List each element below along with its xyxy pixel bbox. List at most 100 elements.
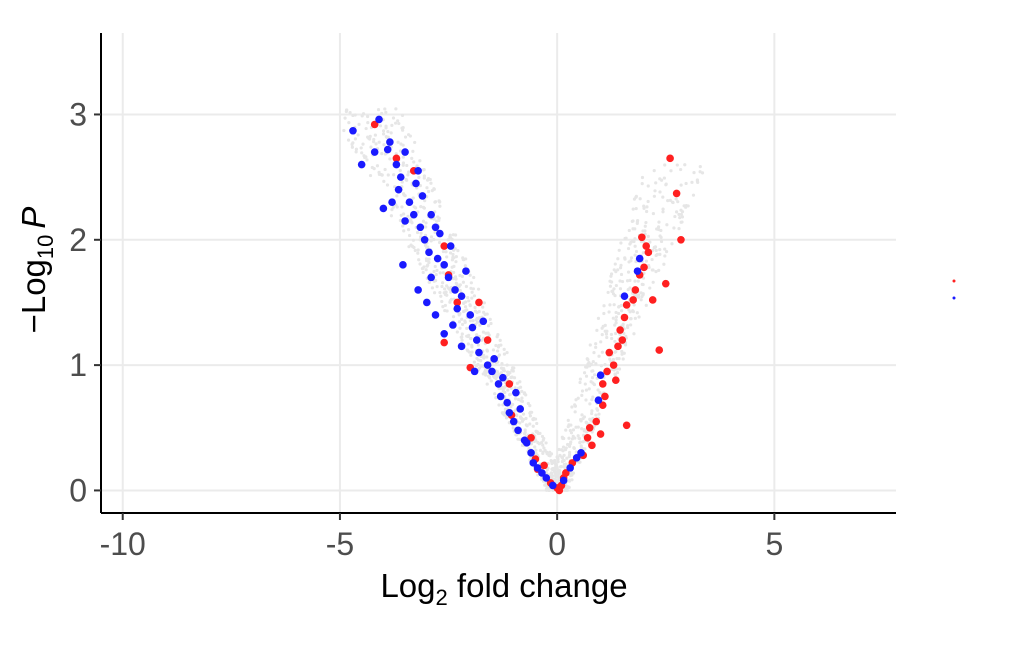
background-point [425,178,430,182]
background-point [611,316,615,320]
background-point [618,266,623,270]
background-point [570,437,574,441]
background-point [368,173,373,178]
background-point [348,110,352,115]
background-point [556,457,560,461]
background-point [442,287,447,291]
background-point [679,212,683,217]
background-point [535,421,539,426]
background-point [625,279,630,283]
data-point [440,242,448,250]
background-point [571,428,576,432]
background-point [569,440,573,444]
background-point [606,290,610,295]
background-point [520,399,525,403]
background-point [644,259,649,263]
background-point [582,415,587,419]
background-point [617,311,621,316]
background-point [626,246,631,251]
background-point [676,200,680,204]
background-point [619,263,623,267]
data-point [409,210,418,219]
data-point [620,292,629,300]
background-point [626,270,631,274]
background-point [656,225,661,229]
background-point [503,390,507,395]
background-point [486,324,491,328]
background-point [470,296,474,300]
background-point [691,193,696,197]
background-point [504,416,509,420]
background-point [471,287,475,291]
background-point [554,464,558,468]
background-point [671,200,675,205]
background-point [497,386,501,391]
background-point [366,135,370,139]
data-point [370,148,379,156]
background-point [632,197,637,201]
background-point [608,279,612,283]
background-point [646,184,650,188]
background-point [650,257,654,262]
background-point [388,157,392,161]
background-point [584,398,588,402]
background-point [612,268,616,272]
background-point [567,454,571,459]
data-point [414,167,422,175]
background-point [451,252,455,257]
background-point [590,398,594,402]
data-point [405,198,414,206]
background-point [432,291,437,295]
background-point [579,444,583,448]
background-point [568,428,572,433]
background-point [474,364,479,368]
background-point [668,198,672,202]
background-point [653,189,657,193]
background-point [622,351,626,355]
background-point [447,287,452,291]
background-point [659,239,664,244]
background-point [382,143,386,147]
background-point [584,388,589,392]
background-point [541,443,545,447]
background-point [485,349,490,353]
background-point [406,214,410,218]
data-point [540,461,548,470]
data-point [538,469,546,477]
background-point [453,247,457,251]
background-point [396,119,400,123]
background-point [406,133,411,137]
data-point [585,423,594,432]
background-point [633,316,637,320]
background-point [611,289,615,293]
background-point [396,140,400,144]
background-point [592,424,596,428]
background-point [636,279,640,283]
background-point [652,194,656,198]
background-point [640,175,645,180]
data-point [431,311,440,319]
background-point [636,295,641,299]
background-point [438,204,442,208]
background-point [390,123,394,127]
data-point [509,417,518,426]
background-point [360,151,364,155]
background-point [425,246,429,250]
x-axis-title: Log2 fold change [380,567,627,610]
background-point [439,294,443,298]
data-point [444,273,453,282]
background-point [654,248,658,252]
background-point [631,310,635,314]
background-point [475,320,480,324]
background-point [487,375,492,379]
background-point [644,220,648,225]
background-point [433,230,437,235]
background-point [494,377,498,381]
background-point [514,433,518,437]
background-point [564,484,568,488]
background-point [473,305,477,310]
background-point [659,235,663,240]
background-point [384,124,388,128]
data-point [562,469,570,477]
background-point [461,280,466,284]
